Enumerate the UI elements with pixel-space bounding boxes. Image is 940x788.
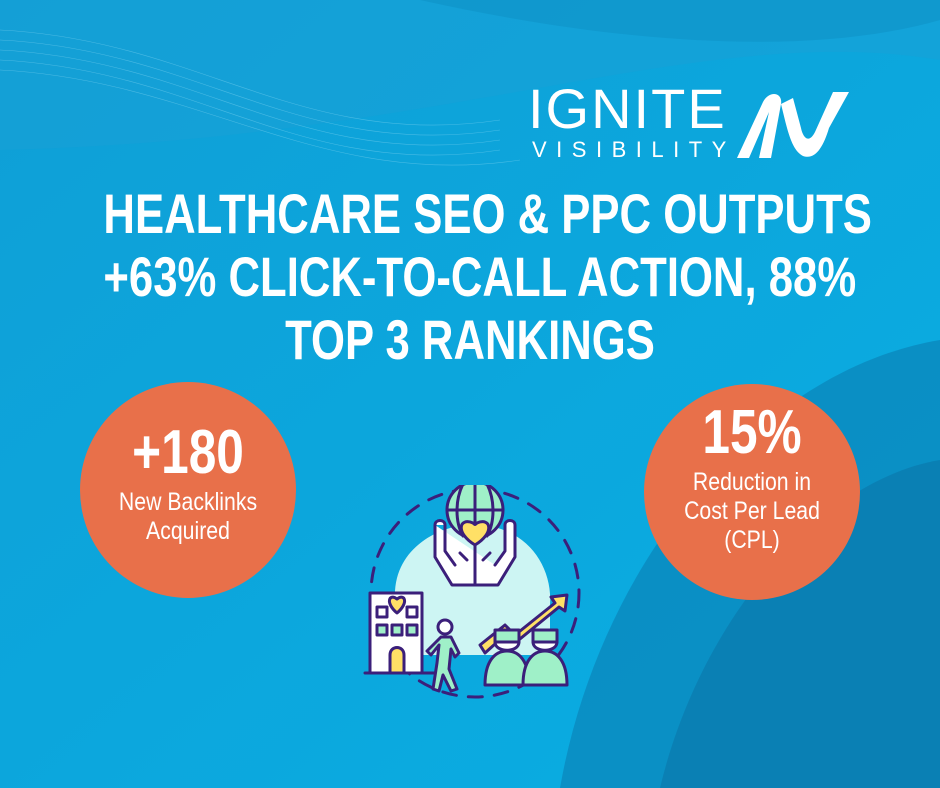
stat-label: (CPL) bbox=[724, 526, 780, 554]
stat-backlinks: +180 New Backlinks Acquired bbox=[80, 382, 296, 598]
stat-label: Cost Per Lead bbox=[684, 497, 820, 525]
ignite-visibility-logo: IGNITE VISIBILITY bbox=[528, 77, 858, 164]
stat-value: 15% bbox=[702, 398, 802, 467]
logo-mark-icon bbox=[737, 92, 849, 158]
stat-label: Reduction in bbox=[692, 468, 812, 496]
logo-wordmark: IGNITE bbox=[528, 77, 727, 140]
logo-subtitle: VISIBILITY bbox=[532, 137, 736, 162]
title-line-3: TOP 3 RANKINGS bbox=[285, 308, 655, 371]
stat-label: New Backlinks bbox=[118, 488, 258, 516]
stat-cpl: 15% Reduction in Cost Per Lead (CPL) bbox=[644, 384, 860, 600]
page-title: HEALTHCARE SEO & PPC OUTPUTS +63% CLICK-… bbox=[0, 182, 940, 371]
stat-label: Acquired bbox=[146, 517, 230, 545]
healthcare-illustration-icon bbox=[363, 485, 581, 699]
title-line-2: +63% CLICK-TO-CALL ACTION, 88% bbox=[103, 245, 857, 308]
stat-value: +180 bbox=[132, 418, 244, 487]
title-line-1: HEALTHCARE SEO & PPC OUTPUTS bbox=[103, 182, 872, 245]
